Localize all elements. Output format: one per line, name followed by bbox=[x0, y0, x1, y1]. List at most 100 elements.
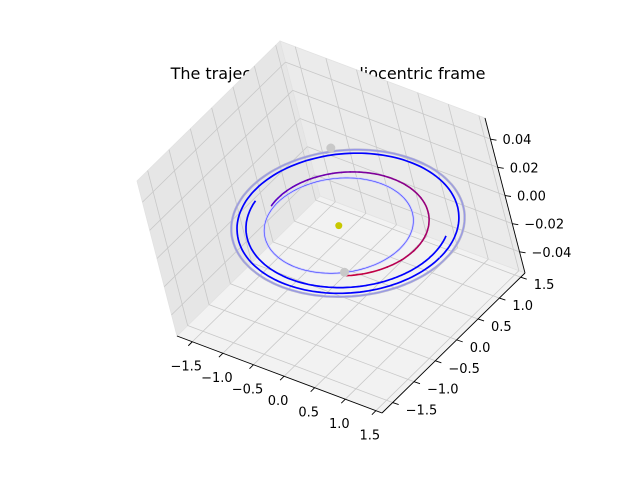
y-tick-label: 0.5 bbox=[491, 320, 512, 335]
y-gridline-floor bbox=[272, 241, 479, 320]
x-tick-mark bbox=[279, 375, 285, 381]
sun-marker bbox=[335, 222, 343, 230]
x-tick-mark bbox=[187, 341, 193, 347]
y-tick-mark bbox=[456, 339, 463, 343]
z-gridline-back bbox=[292, 89, 498, 168]
transfer-trajectory-segment bbox=[417, 240, 424, 247]
x-tick-label: −1.5 bbox=[171, 360, 203, 375]
transfer-trajectory-segment bbox=[415, 192, 422, 199]
z-gridline-back bbox=[285, 61, 491, 140]
y-tick-label: 0.0 bbox=[470, 341, 491, 356]
y-gridline-floor bbox=[315, 199, 521, 278]
y-tick-label: −0.5 bbox=[448, 362, 480, 377]
transfer-trajectory-segment bbox=[426, 223, 430, 231]
y-axis-line bbox=[381, 272, 526, 414]
outer-orbit bbox=[231, 149, 465, 298]
transfer-trajectory-segment bbox=[299, 179, 309, 184]
grid-lines bbox=[142, 45, 521, 411]
transfer-trajectory-segment bbox=[407, 250, 415, 257]
z-tick-label: 0.02 bbox=[510, 161, 539, 176]
axis-lines bbox=[176, 117, 527, 416]
x-axis-line bbox=[176, 335, 383, 414]
transfer-trajectory-segment bbox=[410, 188, 418, 194]
z-tick-label: 0.04 bbox=[502, 133, 531, 148]
y-tick-mark bbox=[392, 402, 399, 405]
z-gridline-side bbox=[149, 90, 294, 231]
y-tick-mark bbox=[499, 297, 506, 301]
x-gridline-floor bbox=[253, 224, 397, 366]
transfer-trajectory-segment bbox=[274, 194, 282, 202]
transfer-trajectory-segment bbox=[279, 190, 288, 197]
plot-series bbox=[230, 143, 466, 298]
transfer-trajectory-segment bbox=[427, 212, 430, 220]
x-gridline-floor bbox=[222, 212, 367, 354]
transfer-trajectory-segment bbox=[270, 199, 277, 207]
y-tick-label: −1.5 bbox=[406, 404, 438, 419]
x-tick-mark bbox=[371, 410, 377, 416]
transfer-trajectory-segment bbox=[370, 269, 381, 273]
transfer-trajectory-segment bbox=[398, 180, 407, 186]
transfer-trajectory-segment bbox=[323, 172, 334, 176]
y-gridline-floor bbox=[187, 325, 393, 403]
z-tick-mark bbox=[519, 251, 526, 254]
transfer-trajectory-segment bbox=[361, 271, 372, 275]
y-gridline-floor bbox=[208, 304, 415, 383]
transfer-trajectory-segment bbox=[423, 202, 428, 209]
transfer-trajectory-segment bbox=[426, 207, 430, 215]
transfer-trajectory-segment bbox=[391, 177, 400, 183]
planet-marker bbox=[326, 143, 336, 153]
x-tick-mark bbox=[249, 364, 254, 370]
coast-trajectory bbox=[236, 152, 460, 295]
y-gridline-floor bbox=[251, 262, 457, 341]
transfer-trajectory-segment bbox=[386, 262, 396, 268]
x-tick-label: −1.0 bbox=[201, 371, 233, 386]
x-tick-label: 0.0 bbox=[268, 394, 289, 409]
planet-marker bbox=[339, 267, 349, 277]
z-tick-mark bbox=[504, 195, 512, 197]
transfer-trajectory-segment bbox=[285, 186, 294, 192]
z-tick-mark bbox=[490, 138, 497, 141]
transfer-trajectory-segment bbox=[421, 234, 427, 242]
transfer-trajectory-segment bbox=[314, 174, 325, 179]
y-tick-mark bbox=[477, 318, 485, 322]
z-gridline-side bbox=[171, 174, 315, 316]
transfer-trajectory-segment bbox=[306, 176, 317, 181]
transfer-trajectory-segment bbox=[424, 229, 429, 237]
z-tick-mark bbox=[512, 223, 519, 226]
inner-orbit bbox=[263, 177, 414, 274]
y-gridline-floor bbox=[230, 283, 436, 362]
z-tick-mark bbox=[497, 166, 504, 169]
x-tick-mark bbox=[310, 387, 316, 393]
transfer-trajectory-segment bbox=[340, 171, 351, 174]
y-tick-label: −1.0 bbox=[427, 383, 459, 398]
transfer-trajectory-segment bbox=[393, 259, 403, 265]
x-gridline-floor bbox=[314, 247, 458, 389]
y-tick-mark bbox=[413, 381, 421, 385]
z-tick-label: 0.00 bbox=[517, 190, 546, 205]
x-gridline-floor bbox=[345, 258, 489, 400]
x-tick-label: −0.5 bbox=[232, 383, 264, 398]
x-tick-mark bbox=[218, 352, 224, 358]
coast-trajectory bbox=[245, 200, 447, 289]
x-gridline-floor bbox=[192, 201, 336, 343]
transfer-trajectory-segment bbox=[400, 254, 409, 261]
transfer-trajectory-segment bbox=[352, 273, 364, 276]
y-tick-label: 1.5 bbox=[534, 278, 555, 293]
z-tick-label: −0.02 bbox=[524, 218, 564, 233]
tick-labels: −1.5−1.0−0.50.00.51.01.5−1.5−1.0−0.50.00… bbox=[171, 133, 572, 444]
x-tick-label: 1.5 bbox=[360, 429, 381, 444]
z-tick-label: −0.04 bbox=[532, 246, 572, 261]
transfer-trajectory-segment bbox=[292, 182, 301, 188]
transfer-trajectory-segment bbox=[420, 197, 426, 204]
transfer-trajectory-segment bbox=[331, 171, 343, 175]
x-tick-label: 1.0 bbox=[329, 417, 350, 432]
y-tick-mark bbox=[520, 276, 527, 280]
y-tick-mark bbox=[435, 360, 442, 364]
x-tick-label: 0.5 bbox=[298, 406, 319, 421]
transfer-trajectory-segment bbox=[358, 171, 369, 174]
z-gridline-back bbox=[307, 146, 513, 225]
transfer-trajectory-segment bbox=[412, 245, 420, 252]
x-tick-mark bbox=[340, 398, 346, 404]
y-gridline-floor bbox=[294, 220, 500, 299]
